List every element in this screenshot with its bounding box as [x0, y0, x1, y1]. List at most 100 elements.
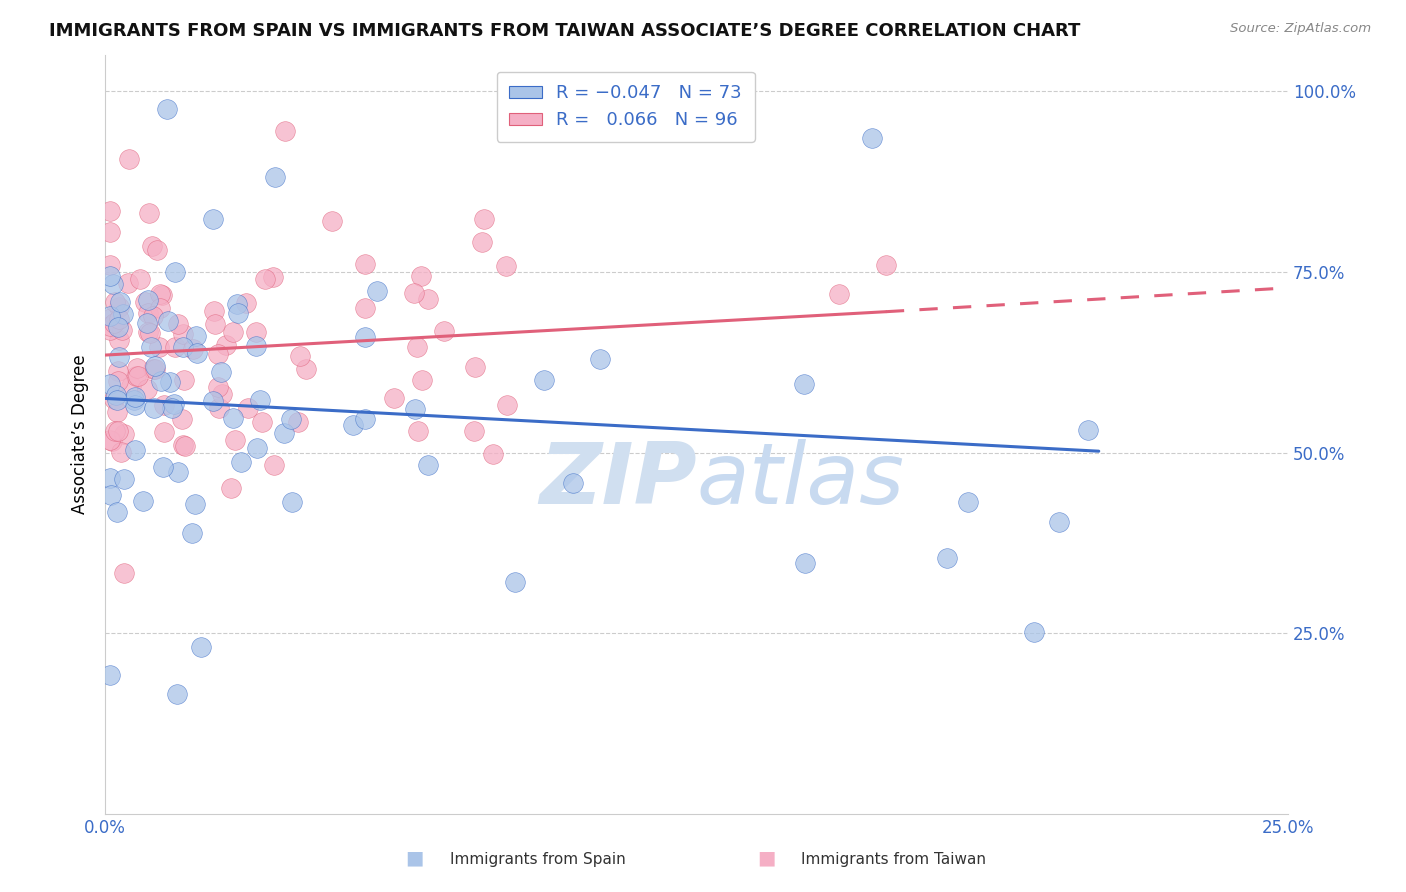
Point — [209, 365, 232, 379]
Point — [98, 434, 121, 448]
Point — [827, 286, 849, 301]
Legend: R = −0.047   N = 73, R =   0.066   N = 96: R = −0.047 N = 73, R = 0.066 N = 96 — [496, 71, 755, 142]
Point — [107, 393, 129, 408]
Point — [287, 415, 309, 429]
Point — [98, 667, 121, 681]
Point — [127, 369, 149, 384]
Point — [294, 361, 316, 376]
Point — [167, 318, 190, 332]
Point — [190, 640, 212, 655]
Point — [956, 494, 979, 508]
Point — [108, 350, 131, 364]
Point — [463, 424, 485, 438]
Point — [470, 235, 492, 250]
Point — [98, 309, 121, 323]
Point — [416, 292, 439, 306]
Point — [404, 402, 426, 417]
Point — [402, 285, 425, 300]
Point — [132, 493, 155, 508]
Point — [101, 434, 124, 449]
Point — [222, 411, 245, 425]
Point — [405, 340, 427, 354]
Point — [245, 339, 267, 353]
Text: ■: ■ — [405, 848, 425, 867]
Point — [172, 340, 194, 354]
Point — [112, 426, 135, 441]
Point — [98, 377, 121, 392]
Point — [184, 497, 207, 511]
Point — [207, 380, 229, 394]
Point — [104, 388, 127, 402]
Point — [122, 393, 145, 408]
Point — [143, 361, 166, 376]
Text: ■: ■ — [756, 848, 776, 867]
Point — [117, 276, 139, 290]
Point — [152, 425, 174, 440]
Point — [174, 439, 197, 453]
Point — [382, 391, 405, 405]
Point — [111, 323, 134, 337]
Point — [1024, 624, 1046, 639]
Point — [354, 258, 377, 272]
Point — [98, 258, 121, 272]
Point — [794, 556, 817, 570]
Point — [274, 124, 297, 138]
Point — [186, 328, 208, 343]
Point — [162, 401, 184, 415]
Point — [104, 424, 127, 438]
Point — [100, 311, 122, 326]
Text: Immigrants from Taiwan: Immigrants from Taiwan — [801, 852, 987, 867]
Point — [136, 306, 159, 320]
Point — [186, 345, 208, 359]
Point — [128, 272, 150, 286]
Point — [107, 424, 129, 438]
Point — [98, 323, 121, 337]
Text: atlas: atlas — [696, 439, 904, 522]
Point — [1077, 423, 1099, 437]
Point — [125, 360, 148, 375]
Point — [354, 301, 377, 315]
Point — [107, 374, 129, 388]
Point — [409, 268, 432, 283]
Point — [503, 574, 526, 589]
Point — [118, 152, 141, 166]
Point — [172, 327, 194, 342]
Point — [202, 304, 225, 318]
Point — [433, 324, 456, 338]
Text: ZIP: ZIP — [538, 439, 696, 522]
Point — [112, 472, 135, 486]
Point — [250, 415, 273, 429]
Point — [124, 369, 146, 384]
Point — [150, 287, 173, 301]
Point — [222, 325, 245, 339]
Point — [120, 378, 142, 392]
Point — [418, 458, 440, 472]
Point — [464, 359, 486, 374]
Point — [875, 258, 897, 272]
Point — [153, 398, 176, 412]
Point — [290, 349, 312, 363]
Point — [793, 377, 815, 392]
Point — [496, 398, 519, 412]
Point — [141, 340, 163, 354]
Point — [124, 443, 146, 458]
Point — [136, 382, 159, 396]
Point — [150, 374, 173, 388]
Point — [156, 314, 179, 328]
Point — [204, 318, 226, 332]
Point — [103, 316, 125, 330]
Y-axis label: Associate’s Degree: Associate’s Degree — [72, 355, 89, 515]
Point — [141, 239, 163, 253]
Point — [495, 260, 517, 274]
Point — [100, 471, 122, 485]
Point — [166, 687, 188, 701]
Text: Immigrants from Spain: Immigrants from Spain — [450, 852, 626, 867]
Point — [165, 265, 187, 279]
Point — [100, 488, 122, 502]
Point — [172, 438, 194, 452]
Point — [262, 269, 284, 284]
Point — [207, 347, 229, 361]
Point — [226, 306, 249, 320]
Point — [249, 392, 271, 407]
Point — [108, 301, 131, 315]
